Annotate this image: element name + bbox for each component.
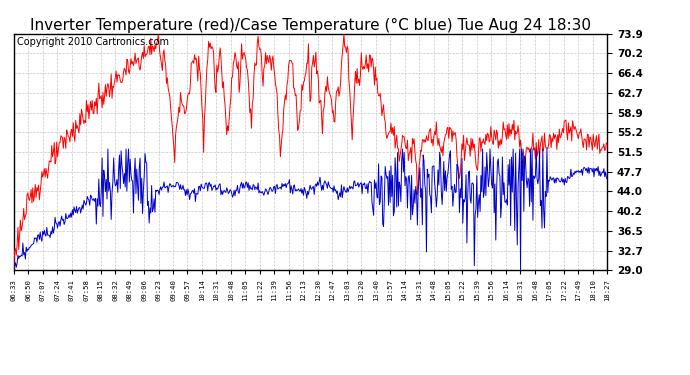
Text: Copyright 2010 Cartronics.com: Copyright 2010 Cartronics.com	[17, 37, 169, 47]
Title: Inverter Temperature (red)/Case Temperature (°C blue) Tue Aug 24 18:30: Inverter Temperature (red)/Case Temperat…	[30, 18, 591, 33]
